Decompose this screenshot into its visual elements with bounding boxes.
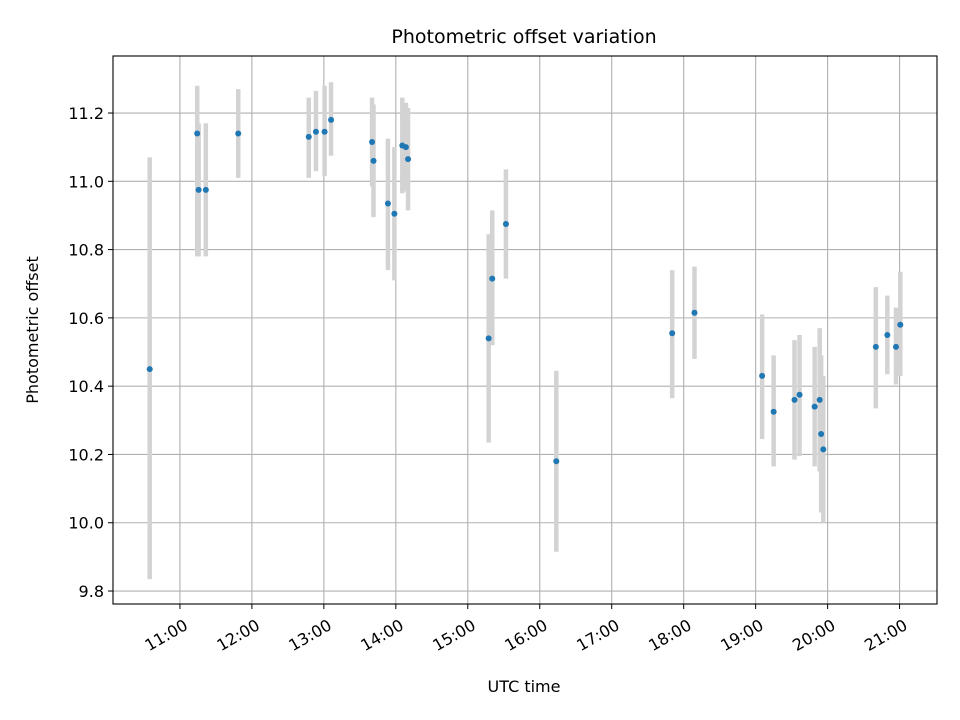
x-axis-label: UTC time bbox=[488, 677, 561, 696]
chart-title: Photometric offset variation bbox=[391, 26, 656, 48]
data-point bbox=[235, 130, 242, 137]
data-point bbox=[897, 321, 904, 328]
data-point bbox=[872, 343, 879, 350]
data-point bbox=[328, 116, 335, 123]
data-point bbox=[202, 186, 209, 193]
y-tick-label: 10.2 bbox=[68, 445, 104, 464]
data-points bbox=[146, 116, 904, 465]
data-point bbox=[759, 372, 766, 379]
y-tick-label: 10.4 bbox=[68, 377, 104, 396]
data-point bbox=[321, 128, 328, 135]
data-point bbox=[391, 210, 398, 217]
data-point bbox=[691, 309, 698, 316]
data-point bbox=[305, 133, 312, 140]
y-tick-label: 11.2 bbox=[68, 104, 104, 123]
data-point bbox=[820, 446, 827, 453]
data-point bbox=[369, 139, 376, 146]
data-point bbox=[312, 128, 319, 135]
y-tick-label: 10.0 bbox=[68, 514, 104, 533]
data-point bbox=[892, 343, 899, 350]
y-tick-label: 10.6 bbox=[68, 309, 104, 328]
y-tick-label: 11.0 bbox=[68, 172, 104, 191]
data-point bbox=[502, 220, 509, 227]
data-point bbox=[770, 408, 777, 415]
data-point bbox=[818, 430, 825, 437]
data-point bbox=[384, 200, 391, 207]
data-point bbox=[146, 366, 153, 373]
data-point bbox=[669, 330, 676, 337]
data-point bbox=[884, 331, 891, 338]
data-point bbox=[485, 335, 492, 342]
data-point bbox=[370, 157, 377, 164]
data-point bbox=[402, 144, 409, 151]
data-point bbox=[553, 458, 560, 465]
data-point bbox=[489, 275, 496, 282]
data-point bbox=[194, 130, 201, 137]
y-axis-label: Photometric offset bbox=[23, 256, 42, 404]
data-point bbox=[816, 396, 823, 403]
y-axis-ticks: 9.8 10.0 10.2 10.4 10.6 10.8 11.0 11.2 bbox=[68, 104, 113, 601]
y-tick-label: 10.8 bbox=[68, 241, 104, 260]
data-point bbox=[405, 156, 412, 163]
data-point bbox=[796, 391, 803, 398]
plot-frame bbox=[112, 55, 938, 605]
data-point bbox=[791, 396, 798, 403]
y-tick-label: 9.8 bbox=[79, 582, 104, 601]
data-point bbox=[811, 403, 818, 410]
data-point bbox=[195, 186, 202, 193]
